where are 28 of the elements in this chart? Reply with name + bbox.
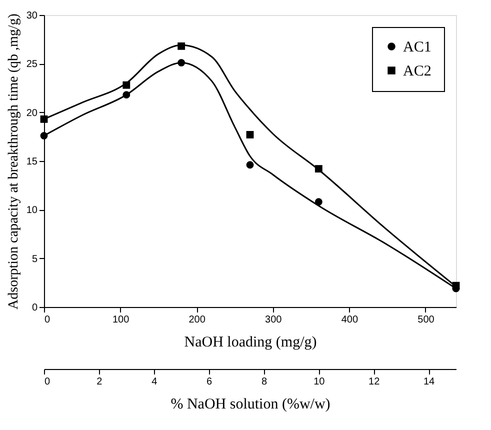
y-tick-label: 30 (26, 10, 38, 22)
legend-label: AC1 (403, 40, 432, 56)
y-tick-label: 0 (32, 302, 38, 314)
x-tick-label: 100 (112, 314, 130, 326)
y-axis-title: Adsorption capacity at breakthrough time (qb ,mg/g) (6, 13, 22, 310)
x2-tick-label: 8 (261, 376, 268, 388)
x-tick-label: 500 (418, 314, 435, 326)
x-tick-label: 300 (265, 314, 282, 326)
point (246, 131, 254, 138)
x2-tick-label: 12 (368, 376, 380, 388)
x2-tick-label: 2 (96, 376, 103, 388)
x2-tick-label: 10 (314, 376, 326, 388)
y-tick-label: 10 (26, 205, 38, 216)
y-tick-label: 25 (26, 59, 38, 70)
point (246, 161, 254, 169)
x-axis-title: NaOH loading (mg/g) (184, 334, 317, 350)
x2-tick-label: 4 (152, 376, 158, 388)
y-tick-label: 15 (26, 156, 38, 168)
x2-axis-title: % NaOH solution (%w/w) (170, 396, 330, 412)
x-tick-label: 0 (44, 314, 50, 326)
y-tick-label: 5 (32, 254, 38, 265)
x-tick-label: 200 (188, 314, 206, 326)
y-tick-label: 20 (26, 108, 38, 119)
x2-tick-label: 6 (206, 376, 213, 388)
x2-tick-label: 0 (44, 376, 50, 388)
legend-label: AC2 (403, 64, 432, 80)
x2-tick-label: 14 (423, 376, 436, 388)
x-tick-label: 400 (341, 314, 358, 326)
